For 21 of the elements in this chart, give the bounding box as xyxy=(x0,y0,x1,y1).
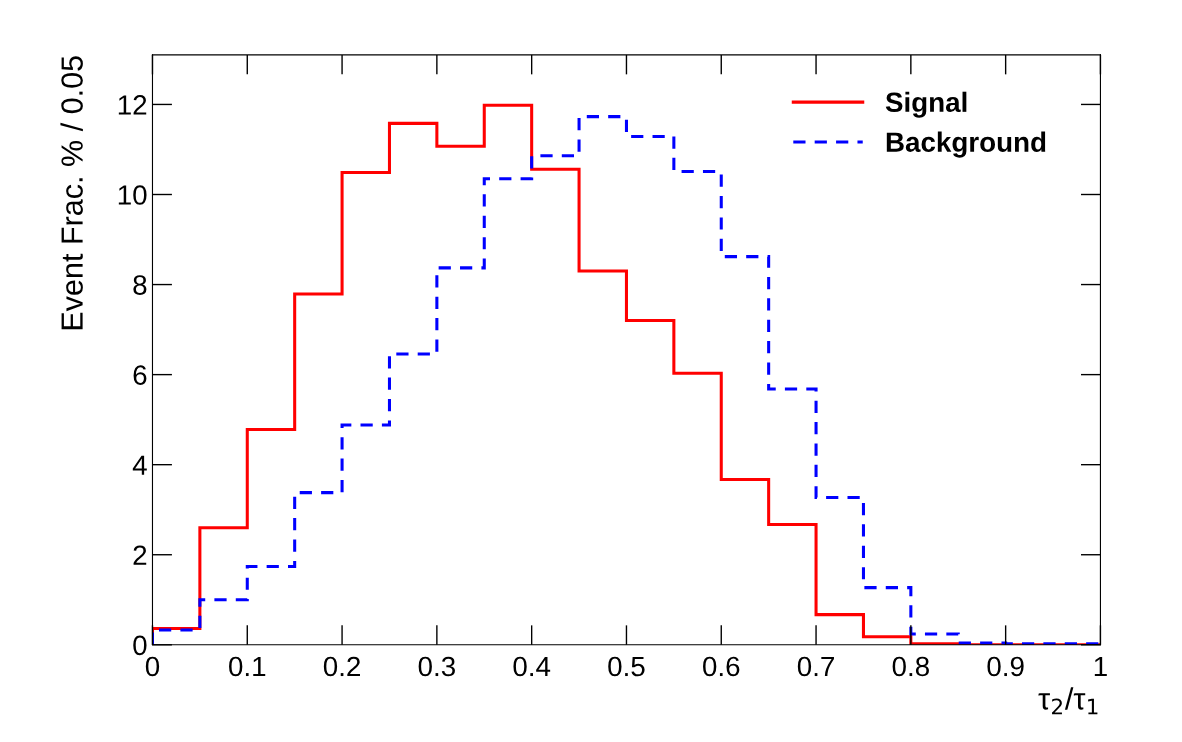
x-tick-label: 1 xyxy=(1094,656,1107,677)
x-tick-label: 0.8 xyxy=(892,656,929,677)
y-tick-label: 12 xyxy=(118,95,147,115)
y-tick-label: 0 xyxy=(133,635,147,656)
y-axis-title: Event Frac. % / 0.05 xyxy=(60,56,83,330)
x-tick-label: 0.2 xyxy=(323,656,360,677)
y-tick-label: 8 xyxy=(133,275,147,295)
x-tick-label: 0.7 xyxy=(797,656,834,677)
x-tick-label: 0.9 xyxy=(987,656,1024,677)
y-tick-label: 10 xyxy=(118,185,147,205)
y-tick-label: 2 xyxy=(133,545,147,565)
legend-label: Background xyxy=(886,131,1046,158)
x-tick-label: 0.3 xyxy=(418,656,455,677)
legend-label: Signal xyxy=(885,91,967,118)
x-tick-label: 0.1 xyxy=(229,656,266,677)
y-tick-label: 4 xyxy=(132,455,147,475)
x-axis-title: τ$_{2}$/τ$_{1}$ xyxy=(1038,687,1098,715)
x-tick-label: 0.4 xyxy=(513,656,551,677)
x-tick-label: 0.6 xyxy=(703,656,740,677)
y-tick-label: 6 xyxy=(133,365,147,385)
x-tick-label: 0.5 xyxy=(608,656,645,677)
